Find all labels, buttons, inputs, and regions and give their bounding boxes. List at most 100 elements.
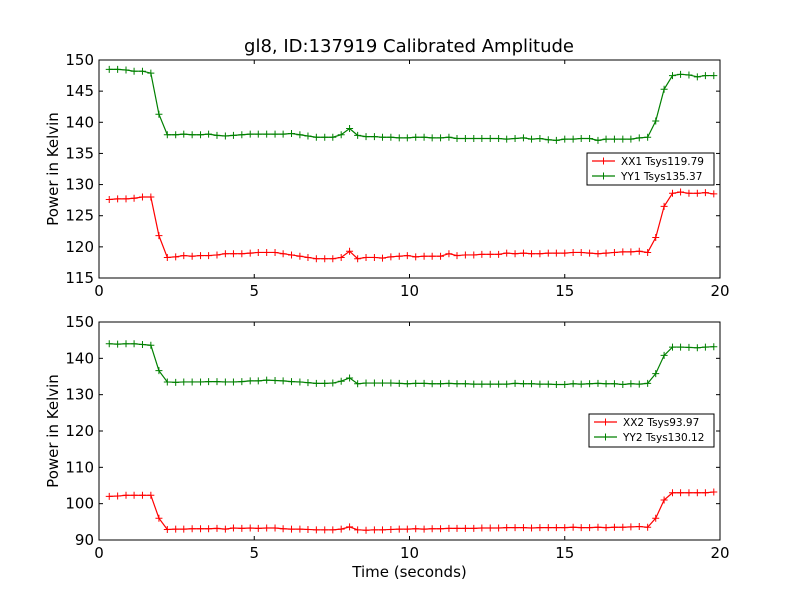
- legend-entry-label: YY1 Tsys135.37: [620, 171, 702, 183]
- data-point-marker: [105, 65, 113, 73]
- x-tick-label: 20: [710, 544, 729, 562]
- legend-entry-label: YY2 Tsys130.12: [622, 432, 704, 444]
- data-point-marker: [552, 136, 560, 144]
- data-point-marker: [511, 524, 519, 532]
- data-point-marker: [610, 380, 618, 388]
- data-point-marker: [577, 134, 585, 142]
- data-point-marker: [229, 131, 237, 139]
- data-point-marker: [180, 378, 188, 386]
- data-point-marker: [486, 250, 494, 258]
- data-point-marker: [354, 526, 362, 534]
- data-point-marker: [362, 253, 370, 261]
- data-point-marker: [495, 380, 503, 388]
- data-point-marker: [213, 251, 221, 259]
- data-point-marker: [453, 252, 461, 260]
- y-axis-label: Power in Kelvin: [44, 112, 62, 226]
- data-point-marker: [304, 132, 312, 140]
- data-point-marker: [138, 341, 146, 349]
- data-point-marker: [627, 380, 635, 388]
- data-point-marker: [378, 254, 386, 262]
- y-tick-label: 115: [65, 269, 94, 287]
- data-point-marker: [552, 524, 560, 532]
- data-point-marker: [552, 249, 560, 257]
- legend-swatch-marker: [600, 157, 607, 165]
- data-point-marker: [619, 380, 627, 388]
- data-point-marker: [105, 196, 113, 204]
- data-point-marker: [486, 524, 494, 532]
- y-tick-label: 90: [75, 531, 94, 549]
- data-point-marker: [263, 376, 271, 384]
- data-point-marker: [205, 525, 213, 533]
- data-point-marker: [677, 188, 685, 196]
- data-point-marker: [660, 496, 668, 504]
- data-point-marker: [503, 135, 511, 143]
- data-point-marker: [172, 378, 180, 386]
- data-point-marker: [346, 125, 354, 133]
- data-point-marker: [172, 131, 180, 139]
- data-point-marker: [445, 250, 453, 258]
- x-tick-label: 20: [710, 282, 729, 300]
- data-point-marker: [180, 252, 188, 260]
- x-tick-label: 15: [555, 282, 574, 300]
- data-point-marker: [279, 130, 287, 138]
- data-point-marker: [528, 524, 536, 532]
- data-point-marker: [495, 134, 503, 142]
- data-point-marker: [461, 251, 469, 259]
- data-point-marker: [213, 131, 221, 139]
- data-point-marker: [205, 130, 213, 138]
- data-point-marker: [155, 110, 163, 118]
- data-point-marker: [461, 134, 469, 142]
- data-point-marker: [246, 249, 254, 257]
- y-tick-label: 135: [65, 144, 94, 162]
- data-point-marker: [701, 189, 709, 197]
- data-point-marker: [221, 132, 229, 140]
- data-point-marker: [668, 489, 676, 497]
- data-point-marker: [312, 255, 320, 263]
- figure-title: gl8, ID:137919 Calibrated Amplitude: [244, 36, 574, 57]
- data-point-marker: [263, 248, 271, 256]
- y-tick-label: 145: [65, 82, 94, 100]
- x-tick-label: 5: [249, 544, 259, 562]
- data-point-marker: [569, 248, 577, 256]
- data-point-marker: [428, 380, 436, 388]
- data-point-marker: [668, 343, 676, 351]
- data-point-marker: [130, 491, 138, 499]
- data-point-marker: [114, 340, 122, 348]
- data-point-marker: [288, 378, 296, 386]
- data-point-marker: [138, 67, 146, 75]
- data-point-marker: [610, 135, 618, 143]
- legend-box: [588, 413, 715, 448]
- data-point-marker: [304, 379, 312, 387]
- data-point-marker: [254, 524, 262, 532]
- data-point-marker: [279, 377, 287, 385]
- data-point-marker: [586, 380, 594, 388]
- data-point-marker: [594, 250, 602, 258]
- data-point-marker: [652, 370, 660, 378]
- data-point-marker: [114, 195, 122, 203]
- y-tick-label: 130: [65, 386, 94, 404]
- data-point-marker: [693, 189, 701, 197]
- data-point-marker: [445, 524, 453, 532]
- data-point-marker: [437, 252, 445, 260]
- data-point-marker: [403, 252, 411, 260]
- legend-swatch-marker: [602, 433, 609, 441]
- data-point-marker: [263, 524, 271, 532]
- data-point-marker: [238, 524, 246, 532]
- data-point-marker: [246, 524, 254, 532]
- data-point-marker: [453, 134, 461, 142]
- data-point-marker: [594, 523, 602, 531]
- data-point-marker: [346, 374, 354, 382]
- data-point-marker: [229, 250, 237, 258]
- data-point-marker: [346, 247, 354, 255]
- data-point-marker: [627, 248, 635, 256]
- data-point-marker: [296, 525, 304, 533]
- y-tick-label: 140: [65, 113, 94, 131]
- data-point-marker: [701, 72, 709, 80]
- data-point-marker: [354, 255, 362, 263]
- data-point-marker: [412, 253, 420, 261]
- data-point-marker: [619, 248, 627, 256]
- data-point-marker: [552, 380, 560, 388]
- data-point-marker: [412, 379, 420, 387]
- data-point-marker: [155, 514, 163, 522]
- data-point-marker: [105, 340, 113, 348]
